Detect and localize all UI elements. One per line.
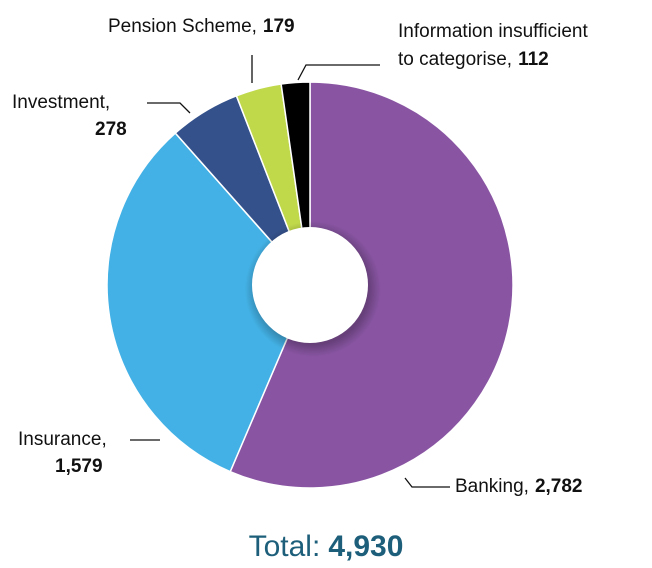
value-label: 2,782 [535,476,583,497]
total-value: 4,930 [328,530,403,563]
slice-label: Insurance, [18,429,107,450]
leader-line [297,64,380,81]
value-label: 278 [95,119,127,140]
leader-line [404,477,450,488]
hole [252,227,368,343]
slice-label: Banking, [455,476,529,497]
value-label: 112 [518,49,549,70]
slice-label: Investment, [12,92,110,113]
slice-label: Information insufficient to categorise, [398,21,593,70]
slice [106,132,311,473]
total-label: Total: [249,530,321,563]
value-label: 1,579 [55,456,103,477]
slice-label: Pension Scheme, [108,16,257,37]
value-label: 179 [263,16,295,37]
labels: Banking, 2,782 Insurance, 1,579 Investment, 2… [12,16,593,497]
leader-line [147,102,191,114]
